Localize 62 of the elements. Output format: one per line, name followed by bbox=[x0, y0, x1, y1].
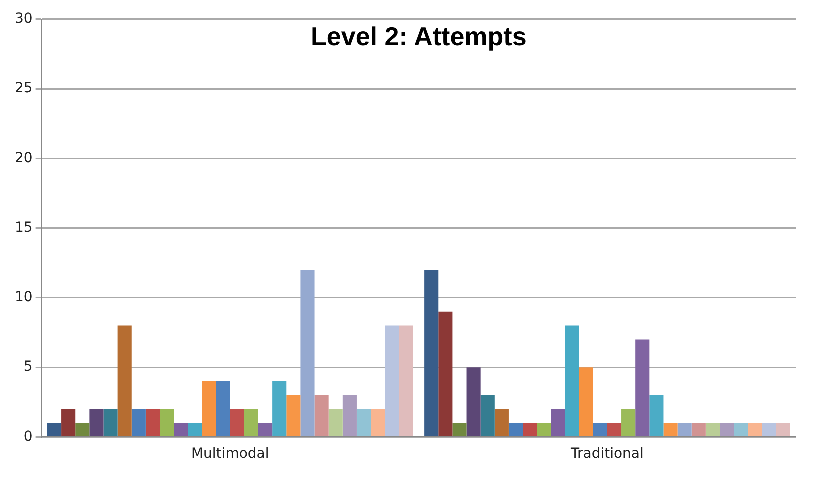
bar bbox=[174, 423, 188, 436]
bar bbox=[776, 423, 790, 436]
bar bbox=[579, 368, 594, 436]
bar bbox=[385, 326, 400, 436]
bar bbox=[230, 409, 244, 436]
bar bbox=[622, 409, 636, 436]
bar bbox=[523, 423, 538, 436]
bar bbox=[76, 423, 90, 436]
bar bbox=[494, 409, 509, 436]
bar bbox=[328, 409, 343, 436]
bar bbox=[272, 381, 287, 436]
bar bbox=[104, 409, 118, 436]
bar bbox=[438, 312, 453, 436]
bar bbox=[371, 409, 386, 436]
bar bbox=[565, 326, 580, 436]
bar bbox=[47, 423, 62, 436]
chart-title: Level 2: Attempts bbox=[311, 22, 527, 52]
bar bbox=[452, 423, 467, 436]
bar bbox=[480, 395, 495, 436]
bar bbox=[118, 326, 132, 436]
bar bbox=[636, 340, 650, 436]
bar bbox=[650, 395, 664, 436]
bar bbox=[202, 381, 216, 436]
bar bbox=[286, 395, 301, 436]
bar bbox=[300, 270, 315, 436]
bar bbox=[216, 381, 230, 436]
bar bbox=[188, 423, 202, 436]
bar bbox=[692, 423, 706, 436]
y-tick-label: 0 bbox=[24, 428, 33, 445]
y-tick-label: 10 bbox=[14, 290, 33, 306]
bar bbox=[664, 423, 678, 436]
bar bbox=[593, 423, 608, 436]
bar bbox=[62, 409, 76, 436]
y-tick-label: 30 bbox=[14, 11, 33, 28]
bar bbox=[424, 270, 439, 436]
bar bbox=[762, 423, 776, 436]
bar bbox=[399, 326, 414, 436]
bar bbox=[146, 409, 160, 436]
y-tick-label: 25 bbox=[14, 80, 33, 97]
bar bbox=[342, 395, 357, 436]
bar bbox=[90, 409, 104, 436]
y-tick-label: 20 bbox=[14, 150, 33, 166]
bar bbox=[160, 409, 174, 436]
y-tick-label: 5 bbox=[24, 359, 33, 376]
bar bbox=[356, 409, 372, 436]
x-tick-label: Multimodal bbox=[191, 446, 270, 462]
bar bbox=[537, 423, 552, 436]
bar bbox=[132, 409, 146, 436]
x-tick-label: Traditional bbox=[570, 446, 644, 462]
bar bbox=[258, 423, 273, 436]
bar bbox=[314, 395, 329, 436]
bar bbox=[748, 423, 762, 436]
bar bbox=[734, 423, 748, 436]
bar bbox=[244, 409, 258, 436]
bar bbox=[466, 368, 481, 436]
bar bbox=[551, 409, 566, 436]
bar bbox=[508, 423, 524, 436]
bar bbox=[678, 423, 692, 436]
bar bbox=[720, 423, 734, 436]
bar bbox=[607, 423, 622, 436]
y-tick-label: 15 bbox=[14, 220, 33, 236]
bar bbox=[706, 423, 720, 436]
